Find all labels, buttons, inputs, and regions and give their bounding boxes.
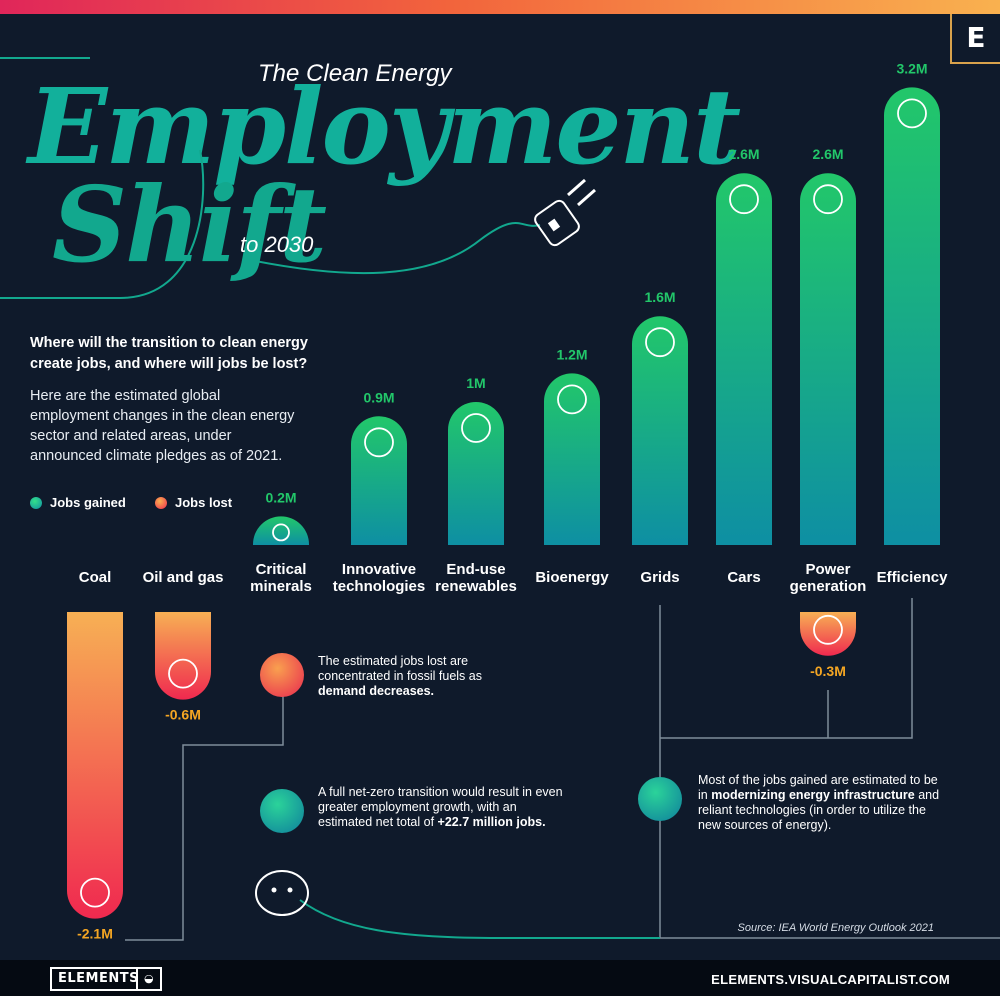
bar-gain [544,373,600,545]
cars-icon [729,184,759,215]
bar-loss [67,612,123,919]
gain-note-emphasis: modernizing energy infrastructure [711,788,915,802]
elements-logo[interactable]: ELEMENTS ◒ [50,967,162,991]
page-title: Employment [28,65,741,188]
gain-note: Most of the jobs gained are estimated to… [698,773,948,833]
category-label: Bioenergy [535,569,609,586]
plug-decoration-bottom [255,870,660,939]
bar-gain [351,416,407,545]
value-label-loss: -0.6M [165,707,201,723]
footer-bar [0,960,1000,996]
category-label: End-use [446,561,505,578]
bioenergy-icon [557,384,587,415]
loss-note-emphasis: demand decreases. [318,684,435,698]
legend-dot-lost [155,497,167,509]
oil-gas-icon [168,658,198,689]
bar-gain [716,173,772,545]
fossil-fuel-note-icon [260,653,304,697]
category-label: Power [805,561,850,578]
legend-label-gained: Jobs gained [50,495,126,510]
critical-minerals-icon [272,523,290,542]
loss-note-text: The estimated jobs lost are concentrated… [318,654,482,683]
efficiency-icon [897,98,927,129]
category-label: renewables [435,578,517,595]
brand-logo-e: E [950,14,1000,64]
netzero-note-text: A full net-zero transition would result … [318,785,563,829]
end-use-renewables-icon [461,413,491,443]
value-label-gain: 3.2M [896,60,927,76]
legend-jobs-gained: Jobs gained [30,495,126,511]
footer-url[interactable]: ELEMENTS.VISUALCAPITALIST.COM [711,972,950,987]
bar-gain [800,173,856,545]
value-label-gain: 1.2M [556,346,587,362]
title-pre: The Clean Energy [258,60,452,87]
bar-gain [884,87,940,545]
gain-note-text-end: and reliant technologies (in order to ut… [698,788,940,832]
value-label-gain: 2.6M [812,146,843,162]
bar-gain [253,516,309,545]
netzero-note-emphasis: +22.7 million jobs. [437,815,546,829]
loss-note: The estimated jobs lost are concentrated… [318,654,488,699]
category-label: Grids [640,569,679,586]
category-label: Innovative [342,561,416,578]
legend-jobs-lost: Jobs lost [155,495,232,511]
category-label: Efficiency [877,569,949,586]
top-gradient-bar [0,0,1000,14]
category-label: Critical [256,561,307,578]
value-label-gain: 0.2M [265,489,296,505]
bar-loss [155,612,211,700]
worker-growth-icon [260,789,304,833]
intro-description: Here are the estimated global employment… [30,388,295,464]
netzero-note: A full net-zero transition would result … [318,785,568,830]
power-generation-icon [813,614,843,645]
value-label-gain: 1.6M [644,289,675,305]
bar-loss [800,612,856,656]
category-label: technologies [333,578,426,595]
elements-logo-mark-icon: ◒ [136,969,160,989]
category-label: Coal [79,569,112,586]
source-note: Source: IEA World Energy Outlook 2021 [737,922,934,934]
bars-layer: Coal -2.1M Oil and gas -0.6M Criticalmineral… [67,60,949,942]
category-label: generation [790,578,867,595]
value-label-loss: -0.3M [810,663,846,679]
legend-label-lost: Jobs lost [175,495,233,510]
innovative-tech-icon [364,427,394,458]
gain-note-text: Most of the jobs gained are estimated to… [698,773,938,802]
intro-question: Where will the transition to clean energ… [30,335,308,372]
bar-gain [448,402,504,545]
coal-icon [80,877,110,908]
elements-logo-text: ELEMENTS [58,971,139,986]
value-label-gain: 1M [466,375,485,391]
page-title-shift: Shift [52,163,327,286]
category-label: minerals [250,578,312,595]
plug-decoration-top [249,178,596,275]
power-generation-icon [813,184,843,215]
category-label: Oil and gas [143,569,224,586]
leaf-icon [638,777,682,821]
grids-icon [645,327,675,358]
value-label-gain: 2.6M [728,146,759,162]
title-swoosh [0,57,205,299]
title-post: to 2030 [240,232,314,257]
value-label-gain: 0.9M [363,389,394,405]
category-label: Cars [727,569,760,586]
legend-dot-gained [30,497,42,509]
bar-gain [632,316,688,545]
value-label-loss: -2.1M [77,926,113,942]
